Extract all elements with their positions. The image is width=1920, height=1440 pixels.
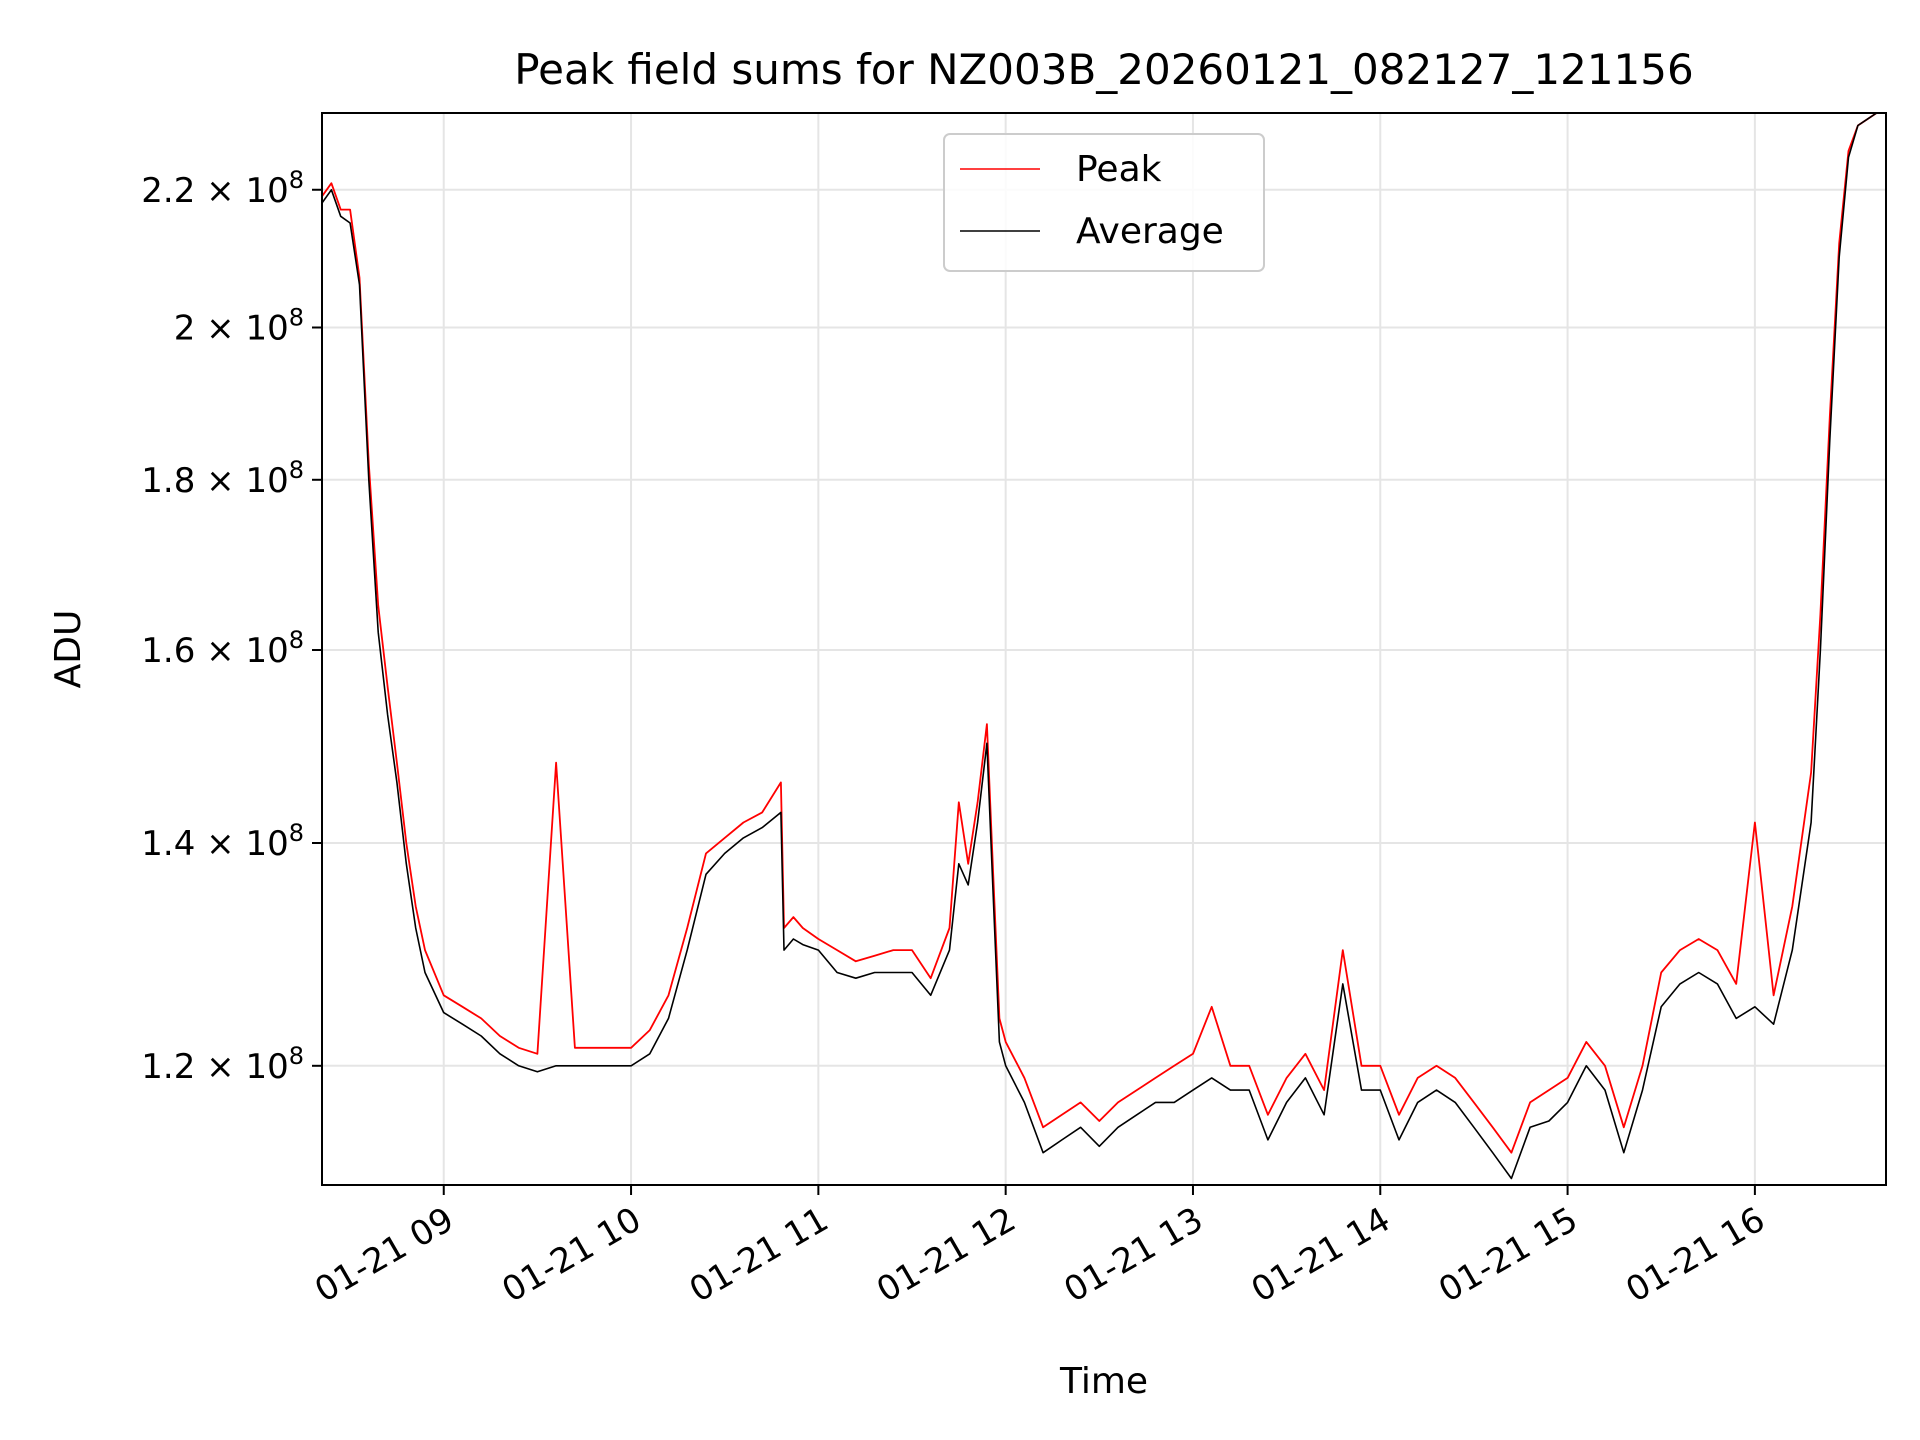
x-tick-label: 01-21 10: [496, 1200, 648, 1311]
y-tick-label: 1.4 × 108: [141, 819, 304, 864]
legend-label-peak: Peak: [1076, 149, 1162, 190]
legend: Peak Average: [943, 133, 1265, 272]
y-tick-label: 2 × 108: [174, 304, 304, 349]
x-tick-label: 01-21 14: [1245, 1200, 1397, 1311]
y-tick-label: 1.8 × 108: [141, 456, 304, 501]
x-ticks: 01-21 09 01-21 10 01-21 11 01-21 12 01-21 13…: [308, 1185, 1772, 1311]
x-tick-label: 01-21 13: [1057, 1200, 1209, 1311]
y-tick-label: 1.6 × 108: [141, 626, 304, 671]
y-ticks: 1.2 × 108 1.4 × 108 1.6 × 108 1.8 × 108 2 × …: [141, 166, 322, 1087]
x-tick-label: 01-21 12: [870, 1200, 1022, 1311]
x-tick-label: 01-21 09: [308, 1200, 460, 1311]
x-tick-label: 01-21 11: [683, 1200, 835, 1311]
series-line-peak: [321, 112, 1886, 1154]
plot-frame: [321, 112, 1887, 1186]
x-axis-label: Time: [1059, 1361, 1148, 1402]
chart-title: Peak field sums for NZ003B_20260121_0821…: [514, 45, 1693, 94]
y-tick-label: 2.2 × 108: [141, 166, 304, 211]
series-line-average: [321, 112, 1886, 1180]
x-tick-label: 01-21 16: [1619, 1200, 1771, 1311]
legend-label-average: Average: [1076, 211, 1224, 252]
plot-series: [321, 112, 1886, 1180]
y-tick-label: 1.2 × 108: [141, 1042, 304, 1087]
x-tick-label: 01-21 15: [1432, 1200, 1584, 1311]
y-axis-label: ADU: [48, 610, 89, 689]
